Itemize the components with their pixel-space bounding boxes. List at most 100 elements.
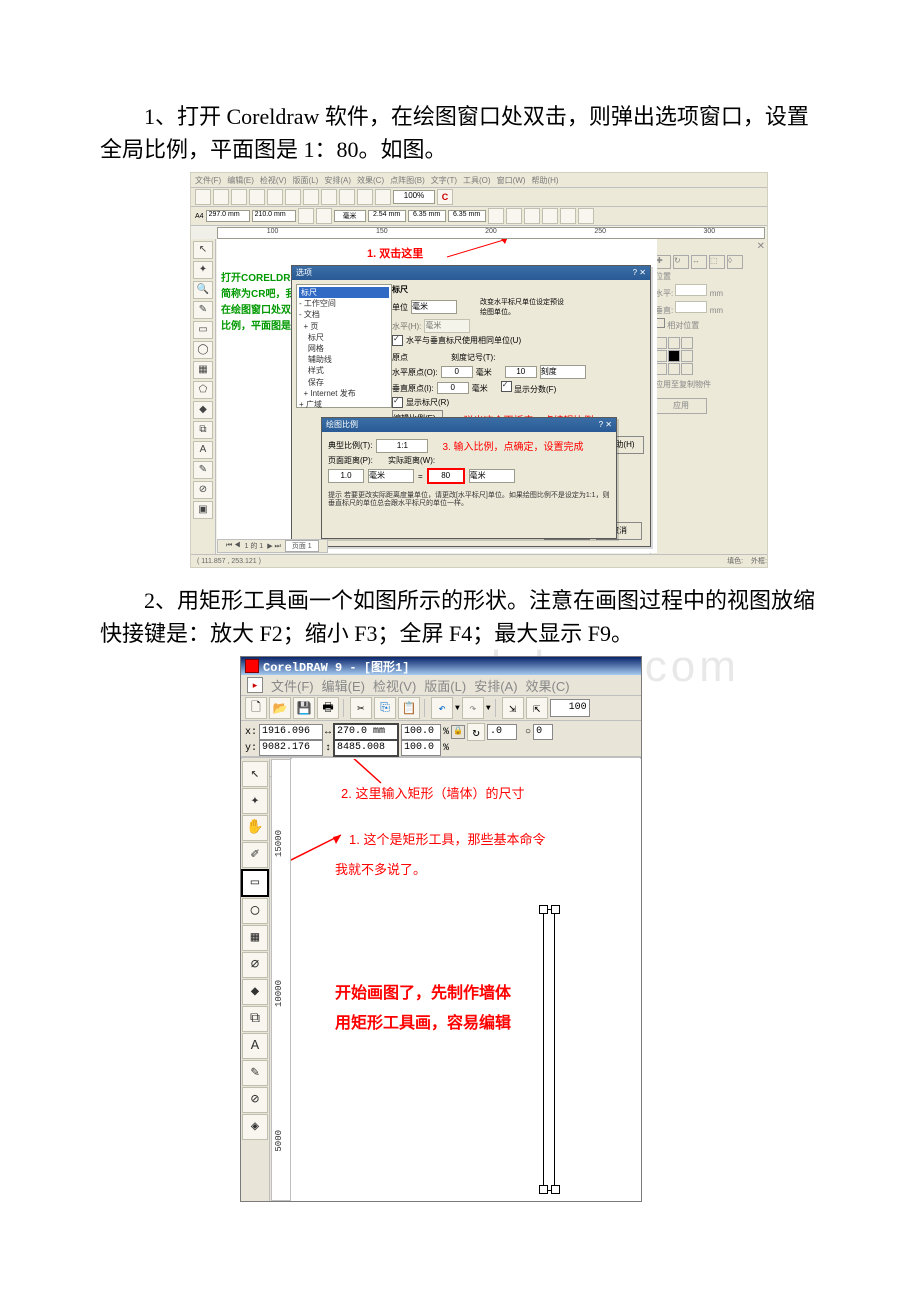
import-icon[interactable] — [357, 189, 373, 205]
dialog-close-icon[interactable]: ? ✕ — [633, 266, 646, 280]
menu-item[interactable]: 工具(O) — [463, 175, 491, 186]
docker-tab-icon[interactable]: ↔ — [691, 255, 707, 269]
docker-tab-icon[interactable]: ◊ — [727, 255, 743, 269]
wall-shape[interactable] — [543, 909, 555, 1191]
freehand-icon[interactable]: ✐ — [242, 842, 268, 868]
text-icon[interactable]: A — [193, 441, 213, 459]
snap4-icon[interactable] — [542, 208, 558, 224]
graph-icon[interactable]: ▦ — [193, 361, 213, 379]
shape-icon[interactable]: ✦ — [242, 788, 268, 814]
s2-canvas[interactable]: 2. 这里输入矩形（墙体）的尺寸 1. 这个是矩形工具，那些基本命令 我就不多说… — [291, 759, 641, 1201]
snap1-icon[interactable] — [488, 208, 504, 224]
new-icon[interactable] — [195, 189, 211, 205]
text-icon[interactable]: A — [242, 1033, 268, 1059]
outline-icon[interactable]: ⊘ — [242, 1087, 268, 1113]
sx-field[interactable]: 100.0 — [401, 724, 441, 740]
spiral-icon[interactable]: ⌀ — [242, 952, 268, 978]
options-icon[interactable] — [578, 208, 594, 224]
rectangle-icon[interactable]: ▭ — [241, 869, 269, 897]
docker-tab-icon[interactable]: ↻ — [673, 255, 689, 269]
rot-field[interactable]: .0 — [487, 724, 517, 740]
print-icon[interactable] — [249, 189, 265, 205]
fillinteractive-icon[interactable]: ◆ — [242, 979, 268, 1005]
paste-icon[interactable]: 📋 — [398, 697, 420, 719]
menu-item[interactable]: 版面(L) — [293, 175, 319, 186]
nudge-field[interactable]: 2.54 mm — [368, 210, 406, 222]
h-field[interactable]: 8485.008 mm — [333, 739, 399, 757]
menu-item[interactable]: 编辑(E) — [227, 175, 254, 186]
selection-handle[interactable] — [539, 905, 548, 914]
blend-icon[interactable]: ⧉ — [242, 1006, 268, 1032]
dupy-field[interactable]: 6.35 mm — [448, 210, 486, 222]
rotate-icon[interactable]: ↻ — [467, 723, 485, 741]
freehand-icon[interactable]: ✎ — [193, 301, 213, 319]
blend-icon[interactable]: ⧉ — [193, 421, 213, 439]
snap5-icon[interactable] — [560, 208, 576, 224]
save-icon[interactable]: 💾 — [293, 697, 315, 719]
corner-field[interactable]: 0 — [533, 724, 553, 740]
sy-field[interactable]: 100.0 — [401, 740, 441, 756]
print-icon[interactable]: 🖶 — [317, 697, 339, 719]
open-icon[interactable] — [213, 189, 229, 205]
docker-tab-icon[interactable]: ✚ — [655, 255, 671, 269]
portrait-icon[interactable] — [298, 208, 314, 224]
rectangle-icon[interactable]: ▭ — [193, 321, 213, 339]
menu-item[interactable]: 效果(C) — [526, 676, 570, 695]
s1-page-tabs[interactable]: ⏮ ◀1 的 1▶ ⏭ 页面 1 — [217, 539, 328, 553]
menu-item[interactable]: 检视(V) — [373, 676, 416, 695]
eyedropper-icon[interactable]: ✎ — [242, 1060, 268, 1086]
page-h[interactable]: 210.0 mm — [252, 210, 296, 222]
ellipse-icon[interactable]: ◯ — [242, 898, 268, 924]
pick-icon[interactable]: ↖ — [193, 241, 213, 259]
selection-handle[interactable] — [551, 905, 560, 914]
menu-item[interactable]: 文字(T) — [431, 175, 457, 186]
menu-item[interactable]: 帮助(H) — [531, 175, 558, 186]
menu-item[interactable]: 文件(F) — [271, 676, 314, 695]
cut-icon[interactable] — [267, 189, 283, 205]
shape-icon[interactable]: ✦ — [193, 261, 213, 279]
snap3-icon[interactable] — [524, 208, 540, 224]
selection-handle[interactable] — [539, 1185, 548, 1194]
new-icon[interactable]: 🗋 — [245, 697, 267, 719]
hx-input[interactable]: 0 — [441, 366, 473, 378]
menu-item[interactable]: 版面(L) — [424, 676, 466, 695]
copy-icon[interactable] — [285, 189, 301, 205]
zoom-field[interactable]: 100% — [393, 190, 435, 204]
y-field[interactable]: 9082.176 — [259, 740, 323, 756]
x-field[interactable]: 1916.096 — [259, 724, 323, 740]
fill-icon[interactable]: ▣ — [193, 501, 213, 519]
selection-handle[interactable] — [551, 1185, 560, 1194]
unit-field[interactable]: 毫米 — [334, 210, 366, 222]
zoom-icon[interactable]: ✋ — [242, 815, 268, 841]
dialog-close-icon[interactable]: ? ✕ — [599, 418, 612, 432]
tick-input[interactable]: 10 — [505, 366, 537, 378]
redo-icon[interactable]: ↷ — [462, 697, 484, 719]
type-select[interactable]: 1:1 — [376, 439, 428, 453]
snap2-icon[interactable] — [506, 208, 522, 224]
corel-icon[interactable]: C — [437, 189, 453, 205]
unit-select[interactable]: 毫米 — [411, 300, 457, 314]
polygon-icon[interactable]: ⬠ — [193, 381, 213, 399]
page-dist-input[interactable]: 1.0 — [328, 469, 364, 483]
hy-input[interactable]: 0 — [437, 382, 469, 394]
open-icon[interactable]: 📂 — [269, 697, 291, 719]
undo-icon[interactable] — [321, 189, 337, 205]
ellipse-icon[interactable]: ◯ — [193, 341, 213, 359]
eyedropper-icon[interactable]: ✎ — [193, 461, 213, 479]
save-icon[interactable] — [231, 189, 247, 205]
graph-icon[interactable]: ▦ — [242, 925, 268, 951]
landscape-icon[interactable] — [316, 208, 332, 224]
export-icon[interactable] — [375, 189, 391, 205]
paste-icon[interactable] — [303, 189, 319, 205]
fillinteractive-icon[interactable]: ◆ — [193, 401, 213, 419]
zoom-icon[interactable]: 🔍 — [193, 281, 213, 299]
fill-icon[interactable]: ◈ — [242, 1114, 268, 1140]
menu-item[interactable]: 效果(C) — [357, 175, 384, 186]
dupx-field[interactable]: 6.35 mm — [408, 210, 446, 222]
docker-apply-button[interactable]: 应用 — [655, 398, 707, 414]
redo-icon[interactable] — [339, 189, 355, 205]
undo-icon[interactable]: ↶ — [431, 697, 453, 719]
menu-item[interactable]: 点阵图(B) — [390, 175, 425, 186]
export-icon[interactable]: ⇱ — [526, 697, 548, 719]
copy-icon[interactable]: ⎘ — [374, 697, 396, 719]
